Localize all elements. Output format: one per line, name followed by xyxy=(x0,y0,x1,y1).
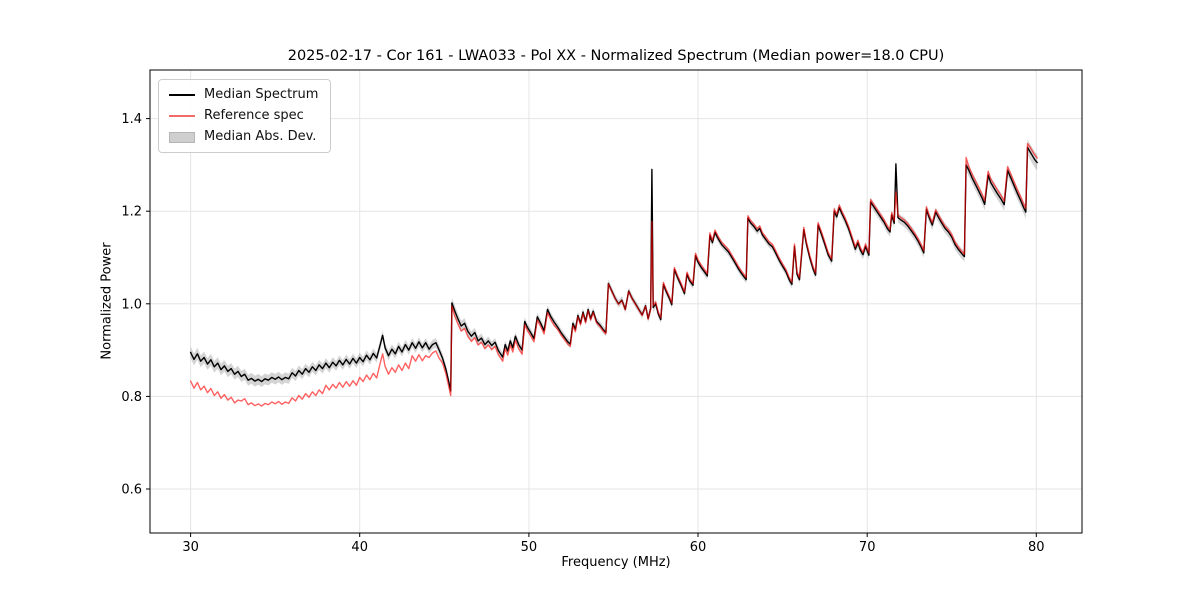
y-tick-label: 1.4 xyxy=(121,112,142,127)
x-tick-label: 60 xyxy=(690,540,707,555)
legend: Median Spectrum Reference spec Median Ab… xyxy=(158,79,331,153)
median-spectrum-line-swatch xyxy=(169,94,195,96)
y-tick-label: 0.8 xyxy=(121,390,142,405)
reference-spec-line xyxy=(189,142,1038,407)
axes-frame xyxy=(149,69,1083,534)
x-tick-label: 40 xyxy=(351,540,368,555)
y-tick-label: 1.2 xyxy=(121,205,142,220)
y-tick-label: 1.0 xyxy=(121,297,142,312)
legend-label: Median Abs. Dev. xyxy=(204,129,317,144)
median-abs-dev-patch-swatch xyxy=(169,131,195,143)
x-tick-label: 30 xyxy=(182,540,199,555)
median-abs-dev-band xyxy=(190,139,1038,396)
reference-spec-line-swatch xyxy=(169,115,195,117)
legend-entry-median-spectrum: Median Spectrum xyxy=(169,88,320,102)
x-tick-label: 50 xyxy=(521,540,538,555)
x-axis-label: Frequency (MHz) xyxy=(561,555,671,570)
page-title: 2025-02-17 - Cor 161 - LWA033 - Pol XX -… xyxy=(287,48,945,64)
legend-entry-median-abs-dev: Median Abs. Dev. xyxy=(169,130,320,144)
y-axis-label: Normalized Power xyxy=(99,242,115,360)
legend-label: Reference spec xyxy=(204,108,304,123)
x-tick-label: 80 xyxy=(1028,540,1045,555)
legend-entry-reference-spec: Reference spec xyxy=(169,109,320,123)
legend-label: Median Spectrum xyxy=(204,87,319,102)
x-tick-label: 70 xyxy=(859,540,876,555)
y-tick-label: 0.6 xyxy=(121,483,142,498)
median-spectrum-line xyxy=(189,146,1038,392)
